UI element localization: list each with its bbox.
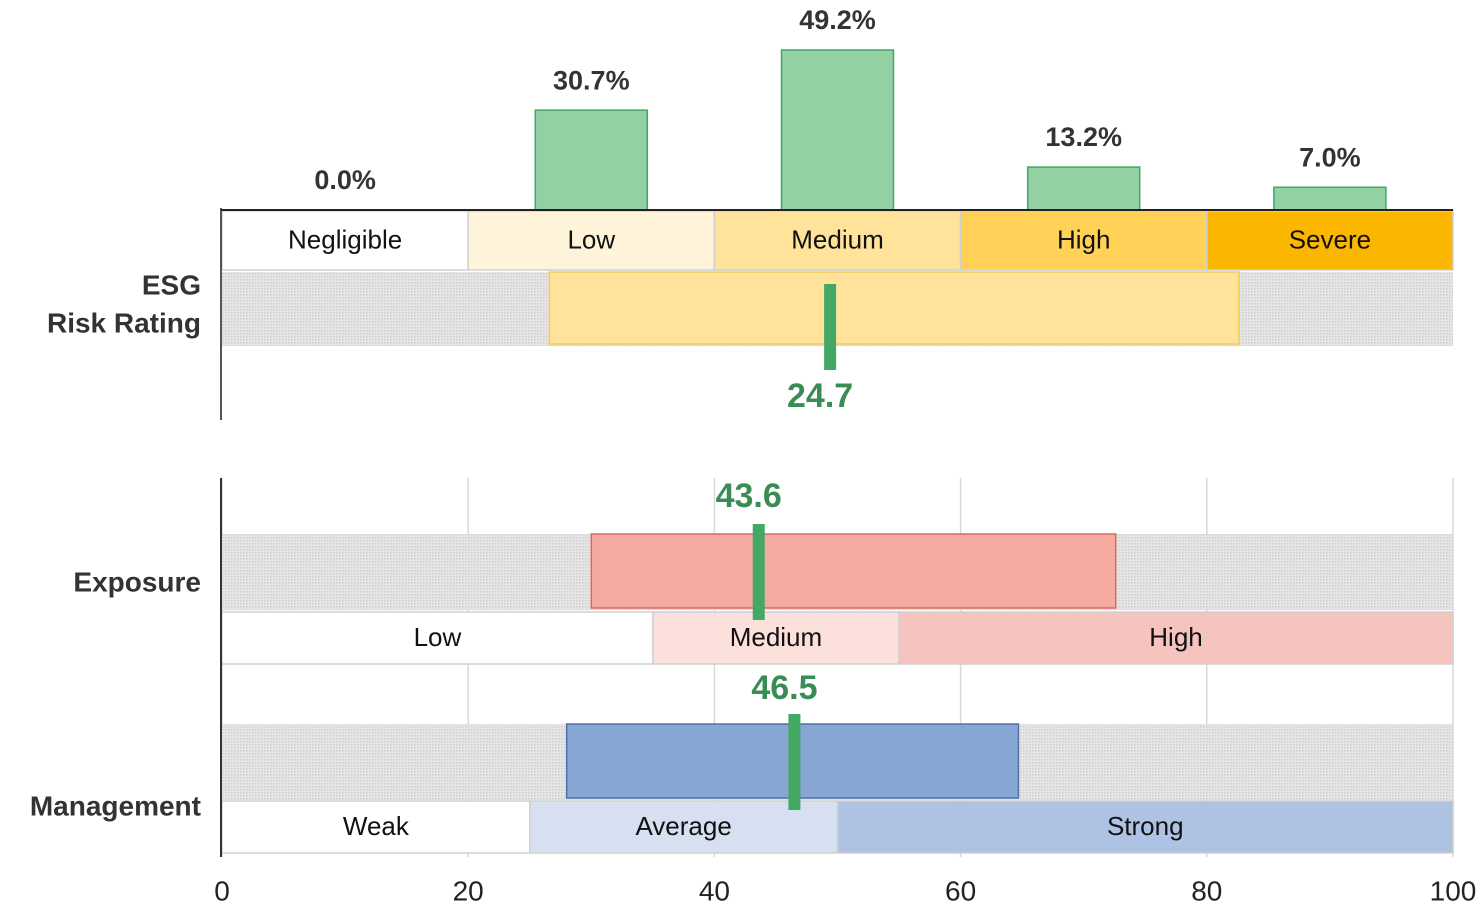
band-label: Medium — [730, 622, 822, 652]
band — [713, 210, 962, 271]
distribution-bar — [1026, 166, 1141, 211]
x-tick-label: 100 — [1430, 875, 1477, 906]
band-label: Severe — [1289, 224, 1371, 254]
band — [221, 800, 531, 854]
band-label: Negligible — [288, 224, 402, 254]
x-tick-label: 0 — [214, 875, 230, 906]
distribution-label: 13.2% — [1045, 122, 1122, 152]
range-bar — [590, 533, 1117, 609]
row-label: Exposure — [73, 566, 201, 597]
row-label: Management — [30, 790, 201, 821]
distribution-bar — [534, 109, 649, 211]
band — [652, 611, 900, 665]
band — [959, 210, 1208, 271]
band-label: Weak — [343, 811, 410, 841]
band — [221, 611, 654, 665]
plot: Negligible Low Medium High Severe 0.0% 30.7% 49… — [30, 5, 1477, 906]
score-label: 24.7 — [787, 377, 853, 415]
band — [529, 800, 839, 854]
distribution-bar — [780, 49, 895, 211]
band-label: Average — [635, 811, 731, 841]
x-tick-label: 60 — [945, 875, 976, 906]
band-label: Low — [567, 224, 615, 254]
row-label: Risk Rating — [47, 307, 201, 338]
x-tick-label: 80 — [1191, 875, 1222, 906]
band — [836, 800, 1454, 854]
band-label: Strong — [1107, 811, 1184, 841]
score-marker — [824, 284, 837, 370]
score-marker — [752, 524, 765, 620]
x-tick-label: 40 — [699, 875, 730, 906]
distribution-label: 30.7% — [553, 65, 630, 95]
band-label: High — [1149, 622, 1202, 652]
distribution-bar — [1273, 186, 1387, 211]
distribution-label: 0.0% — [314, 165, 376, 195]
band-label: High — [1057, 224, 1110, 254]
band — [898, 611, 1454, 665]
range-bar — [548, 271, 1240, 345]
row-label: ESG — [142, 269, 201, 300]
x-tick-label: 20 — [453, 875, 484, 906]
distribution-label: 7.0% — [1299, 142, 1361, 172]
band-label: Low — [414, 622, 462, 652]
score-label: 46.5 — [751, 669, 817, 707]
band — [1206, 210, 1454, 271]
score-marker — [788, 714, 801, 810]
distribution-label: 49.2% — [799, 5, 876, 35]
score-label: 43.6 — [716, 477, 782, 515]
band-label: Medium — [791, 224, 883, 254]
